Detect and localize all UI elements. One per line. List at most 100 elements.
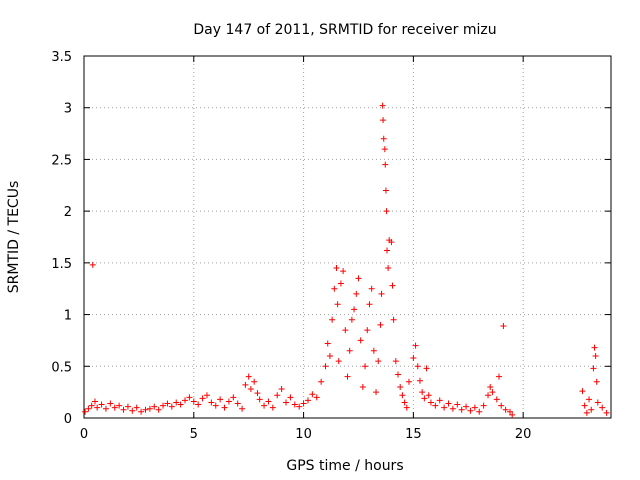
- data-point: [199, 395, 206, 402]
- data-point: [111, 404, 118, 411]
- data-point: [94, 404, 101, 411]
- data-point: [506, 408, 513, 415]
- data-point: [579, 388, 586, 395]
- data-point: [234, 400, 241, 407]
- data-point: [313, 394, 320, 401]
- data-point: [410, 355, 417, 362]
- data-point: [173, 399, 180, 406]
- data-point: [265, 398, 272, 405]
- data-point: [395, 371, 402, 378]
- data-point: [471, 404, 478, 411]
- data-point: [164, 400, 171, 407]
- data-point: [254, 390, 261, 397]
- data-point: [287, 394, 294, 401]
- data-markers: [82, 102, 610, 418]
- data-point: [445, 400, 452, 407]
- x-axis-label: GPS time / hours: [286, 458, 403, 474]
- data-point: [414, 363, 421, 370]
- data-point: [436, 397, 443, 404]
- data-point: [182, 397, 189, 404]
- data-point: [89, 261, 96, 268]
- data-point: [603, 409, 610, 416]
- data-point: [324, 340, 331, 347]
- data-point: [425, 392, 432, 399]
- data-point: [432, 402, 439, 409]
- data-point: [388, 239, 395, 246]
- data-point: [335, 358, 342, 365]
- data-point: [375, 358, 382, 365]
- data-point: [245, 373, 252, 380]
- data-point: [124, 403, 131, 410]
- y-tick-label: 0: [64, 412, 72, 427]
- data-point: [85, 405, 92, 412]
- data-point: [344, 373, 351, 380]
- x-tick-label: 10: [295, 427, 312, 442]
- data-point: [590, 365, 597, 372]
- y-tick-label: 1: [64, 309, 72, 324]
- data-point: [493, 396, 500, 403]
- data-point: [449, 405, 456, 412]
- data-point: [593, 378, 600, 385]
- data-point: [498, 402, 505, 409]
- data-point: [366, 301, 373, 308]
- data-point: [454, 401, 461, 408]
- data-point: [98, 401, 105, 408]
- data-point: [331, 285, 338, 292]
- data-point: [500, 322, 507, 329]
- data-point: [423, 365, 430, 372]
- data-point: [357, 337, 364, 344]
- data-point: [251, 378, 258, 385]
- y-tick-label: 3: [64, 102, 72, 117]
- x-tick-label: 0: [80, 427, 88, 442]
- data-point: [142, 406, 149, 413]
- data-point: [261, 402, 268, 409]
- data-point: [586, 396, 593, 403]
- data-point: [509, 411, 516, 418]
- data-point: [403, 404, 410, 411]
- data-point: [441, 404, 448, 411]
- data-point: [278, 386, 285, 393]
- data-point: [502, 406, 509, 413]
- data-point: [212, 402, 219, 409]
- data-point: [138, 408, 145, 415]
- x-tick-label: 20: [515, 427, 532, 442]
- data-point: [186, 394, 193, 401]
- data-point: [419, 389, 426, 396]
- data-point: [421, 395, 428, 402]
- grid: [84, 56, 611, 418]
- data-point: [380, 135, 387, 142]
- data-point: [300, 400, 307, 407]
- data-point: [326, 352, 333, 359]
- data-point: [362, 363, 369, 370]
- data-point: [359, 383, 366, 390]
- data-point: [581, 402, 588, 409]
- data-point: [283, 399, 290, 406]
- data-point: [412, 342, 419, 349]
- data-point: [592, 352, 599, 359]
- chart-title: Day 147 of 2011, SRMTID for receiver miz…: [193, 22, 496, 38]
- data-point: [146, 405, 153, 412]
- data-point: [458, 406, 465, 413]
- y-tick-label: 2: [64, 205, 72, 220]
- data-point: [368, 285, 375, 292]
- data-point: [242, 381, 249, 388]
- data-point: [377, 321, 384, 328]
- data-point: [583, 409, 590, 416]
- data-point: [340, 268, 347, 275]
- data-point: [384, 247, 391, 254]
- data-point: [382, 187, 389, 194]
- data-point: [381, 146, 388, 153]
- data-point: [379, 102, 386, 109]
- data-point: [346, 347, 353, 354]
- data-point: [88, 402, 95, 409]
- data-point: [389, 282, 396, 289]
- plot-area-frame: [83, 55, 612, 419]
- data-point: [342, 327, 349, 334]
- data-point: [129, 407, 136, 414]
- data-point: [333, 265, 340, 272]
- data-point: [190, 398, 197, 405]
- data-point: [383, 208, 390, 215]
- data-point: [304, 397, 311, 404]
- data-point: [380, 117, 387, 124]
